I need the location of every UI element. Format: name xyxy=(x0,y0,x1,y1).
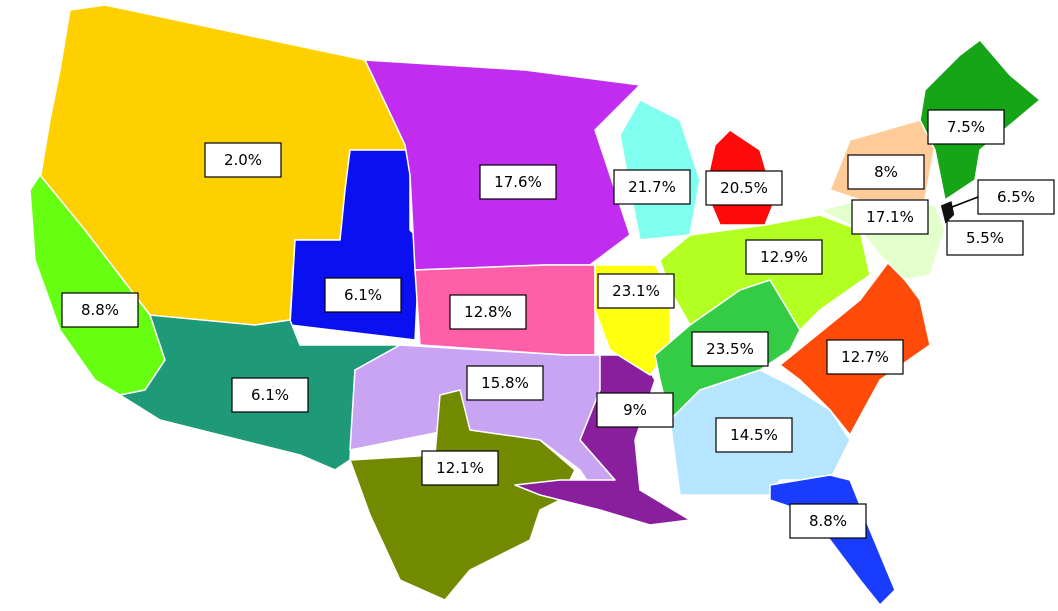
label-box xyxy=(597,273,675,309)
label-box xyxy=(324,277,402,313)
label-box xyxy=(946,220,1024,256)
region-label: 5.5% xyxy=(966,229,1004,247)
label-box xyxy=(449,294,527,330)
label-box xyxy=(421,450,499,486)
region-label: 14.5% xyxy=(730,426,778,444)
pointer xyxy=(951,196,979,208)
region-label: 17.6% xyxy=(494,173,542,191)
label-box xyxy=(745,239,823,275)
region-label: 21.7% xyxy=(628,178,676,196)
region-florida xyxy=(769,474,896,606)
regions xyxy=(29,4,1041,606)
region-label: 12.9% xyxy=(760,248,808,266)
label-box xyxy=(851,199,929,235)
label-box xyxy=(466,365,544,401)
label-box xyxy=(789,503,867,539)
region-label: 8.8% xyxy=(809,512,847,530)
region-label: 23.1% xyxy=(612,282,660,300)
region-label: 23.5% xyxy=(706,340,754,358)
region-label: 15.8% xyxy=(481,374,529,392)
region-label: 12.1% xyxy=(436,459,484,477)
labels: 2.0% 6.1% 8.8% 6.1% 17.6% 12.8% 15.8% 12.1% 9% 23… xyxy=(61,109,1055,539)
label-box xyxy=(847,154,925,190)
label-box xyxy=(691,331,769,367)
label-box xyxy=(715,417,793,453)
region-new-jersey xyxy=(939,199,956,226)
region-label: 9% xyxy=(623,401,647,419)
region-label: 6.5% xyxy=(997,188,1035,206)
region-label: 17.1% xyxy=(866,208,914,226)
label-box xyxy=(826,339,904,375)
region-label: 12.7% xyxy=(841,348,889,366)
label-box xyxy=(613,169,691,205)
label-box xyxy=(927,109,1005,145)
region-label: 12.8% xyxy=(464,303,512,321)
label-box xyxy=(61,292,139,328)
region-label: 2.0% xyxy=(224,151,262,169)
region-label: 8.8% xyxy=(81,301,119,319)
region-label: 6.1% xyxy=(344,286,382,304)
label-box xyxy=(705,170,783,206)
region-label: 20.5% xyxy=(720,179,768,197)
label-box xyxy=(479,164,557,200)
label-box xyxy=(204,142,282,178)
region-label: 7.5% xyxy=(947,118,985,136)
region-label: 8% xyxy=(874,163,898,181)
label-box xyxy=(977,179,1055,215)
label-box xyxy=(596,392,674,428)
label-box xyxy=(231,377,309,413)
region-label: 6.1% xyxy=(251,386,289,404)
